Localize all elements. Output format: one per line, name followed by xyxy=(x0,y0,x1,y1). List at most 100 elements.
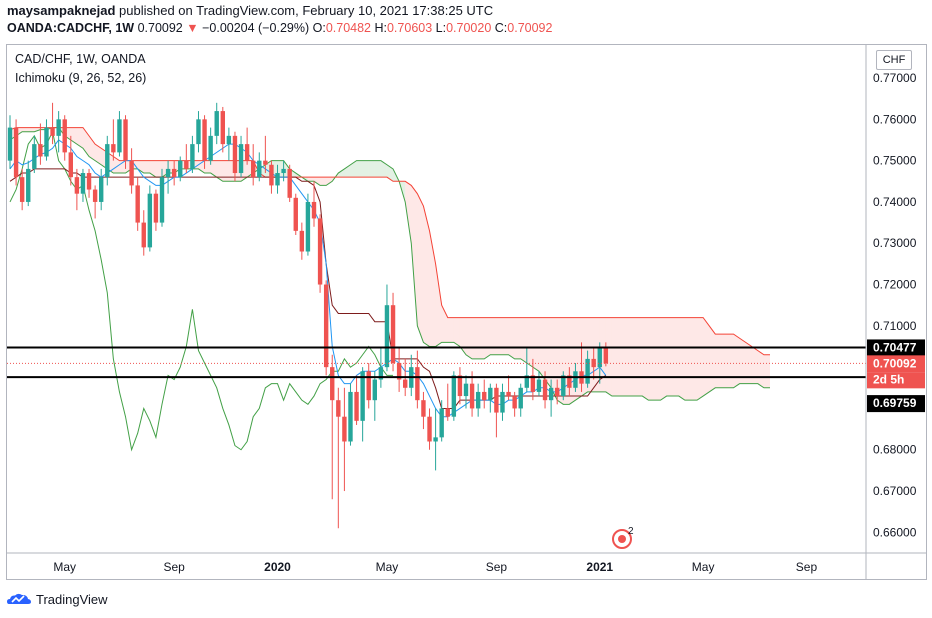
candle-body[interactable] xyxy=(238,144,244,174)
candle-body[interactable] xyxy=(26,168,31,202)
candle-body[interactable] xyxy=(123,119,128,161)
earnings-event-icon[interactable]: 2 xyxy=(612,526,634,549)
candle-body[interactable] xyxy=(208,135,213,161)
candle-body[interactable] xyxy=(396,363,402,380)
candle-body[interactable] xyxy=(500,391,505,413)
candle-body[interactable] xyxy=(62,119,67,153)
candle-body[interactable] xyxy=(469,383,475,409)
candle-body[interactable] xyxy=(451,375,457,417)
candle-body[interactable] xyxy=(384,305,390,368)
candle-body[interactable] xyxy=(299,230,305,252)
candle-body[interactable] xyxy=(56,119,61,136)
candle-body[interactable] xyxy=(524,375,529,388)
currency-badge[interactable]: CHF xyxy=(876,50,912,70)
candle-body[interactable] xyxy=(403,379,408,388)
candle-body[interactable] xyxy=(68,152,73,178)
candle-body[interactable] xyxy=(202,119,207,161)
candle-body[interactable] xyxy=(348,391,353,442)
candle-body[interactable] xyxy=(147,193,153,248)
candle-body[interactable] xyxy=(226,135,232,145)
candle-body[interactable] xyxy=(360,371,365,421)
candle-body[interactable] xyxy=(80,173,86,194)
candle-body[interactable] xyxy=(220,111,225,145)
candle-body[interactable] xyxy=(561,375,566,397)
candle-body[interactable] xyxy=(196,119,201,145)
candle-body[interactable] xyxy=(287,168,292,198)
candle-body[interactable] xyxy=(573,371,578,388)
candle-body[interactable] xyxy=(86,173,92,190)
candle-body[interactable] xyxy=(482,391,487,401)
candle-body[interactable] xyxy=(251,160,256,178)
candle-body[interactable] xyxy=(153,193,159,223)
candle-body[interactable] xyxy=(135,185,140,223)
indicator-legend[interactable]: Ichimoku (9, 26, 52, 26) xyxy=(15,71,147,85)
candle-body[interactable] xyxy=(99,177,104,202)
candle-body[interactable] xyxy=(457,375,463,397)
candle-body[interactable] xyxy=(305,201,311,252)
candle-body[interactable] xyxy=(269,164,274,186)
candle-body[interactable] xyxy=(542,379,548,401)
candle-body[interactable] xyxy=(92,189,98,202)
candle-body[interactable] xyxy=(342,416,347,442)
candle-body[interactable] xyxy=(159,177,165,223)
chart-legend-title[interactable]: CAD/CHF, 1W, OANDA xyxy=(15,52,146,66)
candle-body[interactable] xyxy=(530,375,536,392)
candle-body[interactable] xyxy=(178,160,183,178)
candle-body[interactable] xyxy=(257,160,262,178)
candle-body[interactable] xyxy=(555,387,560,397)
candle-body[interactable] xyxy=(275,173,280,186)
candle-body[interactable] xyxy=(421,400,426,417)
candle-body[interactable] xyxy=(105,144,110,178)
candle-body[interactable] xyxy=(475,391,481,409)
candle-body[interactable] xyxy=(50,127,55,136)
candle-body[interactable] xyxy=(548,387,554,401)
candle-body[interactable] xyxy=(512,396,517,409)
candle-body[interactable] xyxy=(214,111,219,136)
candle-body[interactable] xyxy=(323,284,329,368)
candle-body[interactable] xyxy=(263,160,268,165)
candle-body[interactable] xyxy=(433,437,438,442)
candle-body[interactable] xyxy=(165,168,171,178)
candle-body[interactable] xyxy=(536,379,542,392)
candle-body[interactable] xyxy=(567,375,572,388)
candle-body[interactable] xyxy=(117,119,122,153)
candle-body[interactable] xyxy=(445,408,450,417)
candle-body[interactable] xyxy=(13,127,19,178)
candle-body[interactable] xyxy=(463,383,469,397)
candle-body[interactable] xyxy=(597,347,602,368)
candle-body[interactable] xyxy=(7,127,13,161)
candle-body[interactable] xyxy=(488,387,493,401)
candle-body[interactable] xyxy=(141,222,146,248)
candle-body[interactable] xyxy=(38,144,43,157)
candle-body[interactable] xyxy=(190,144,195,169)
candle-body[interactable] xyxy=(415,367,420,401)
candle-body[interactable] xyxy=(354,391,359,421)
candle-body[interactable] xyxy=(372,379,377,401)
candle-body[interactable] xyxy=(317,218,323,285)
candle-body[interactable] xyxy=(44,127,49,157)
candle-body[interactable] xyxy=(281,168,286,174)
candle-body[interactable] xyxy=(32,144,37,169)
candle-body[interactable] xyxy=(19,177,25,202)
candle-body[interactable] xyxy=(585,358,590,384)
candle-body[interactable] xyxy=(494,387,499,413)
candle-body[interactable] xyxy=(427,416,432,442)
chart-frame[interactable] xyxy=(6,44,927,580)
candle-body[interactable] xyxy=(336,400,341,417)
candle-body[interactable] xyxy=(171,168,177,178)
candle-body[interactable] xyxy=(330,367,335,401)
candle-body[interactable] xyxy=(390,305,396,364)
candle-body[interactable] xyxy=(591,358,596,368)
candle-body[interactable] xyxy=(244,144,250,161)
tradingview-logo[interactable]: TradingView xyxy=(6,591,108,607)
candle-body[interactable] xyxy=(378,367,384,380)
candle-body[interactable] xyxy=(439,408,444,438)
candle-body[interactable] xyxy=(293,197,298,231)
candle-body[interactable] xyxy=(506,391,511,397)
candle-body[interactable] xyxy=(603,347,609,364)
candle-body[interactable] xyxy=(232,135,238,174)
candle-body[interactable] xyxy=(111,144,116,153)
candle-body[interactable] xyxy=(518,387,523,409)
candle-body[interactable] xyxy=(311,201,317,219)
candle-body[interactable] xyxy=(74,177,80,194)
